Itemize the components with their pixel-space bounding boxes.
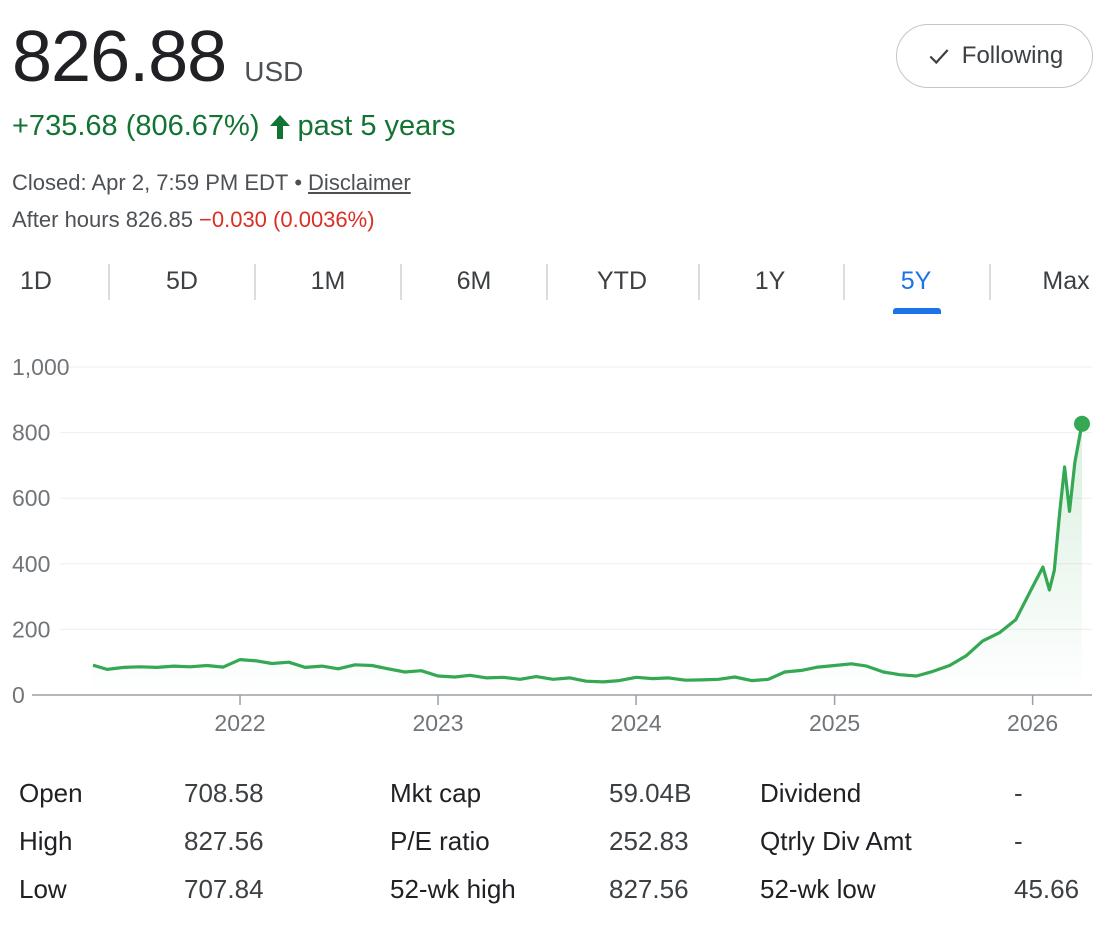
stat-row: Low 707.84 52-wk high 827.56 52-wk low 45.66 bbox=[0, 874, 1114, 914]
stat-value: - bbox=[1014, 778, 1023, 808]
price-chart[interactable]: 0 200 400 600 800 1,000 2022 2023 2024 2025 2026 bbox=[0, 340, 1114, 740]
y-tick-label: 800 bbox=[12, 420, 50, 446]
x-tick-label: 2025 bbox=[809, 710, 860, 736]
y-tick-label: 400 bbox=[12, 551, 50, 577]
check-icon bbox=[929, 49, 949, 65]
stat-value: 827.56 bbox=[184, 826, 264, 856]
closed-text: Closed: Apr 2, 7:59 PM EDT bbox=[12, 170, 289, 195]
stat-row: High 827.56 P/E ratio 252.83 Qtrly Div Amt - bbox=[0, 826, 1114, 866]
x-tick-label: 2023 bbox=[412, 710, 463, 736]
active-tab-indicator bbox=[893, 308, 941, 314]
stat-label: 52-wk low bbox=[760, 874, 876, 904]
series-line bbox=[92, 423, 1084, 684]
tab-5y[interactable]: 5Y bbox=[900, 266, 932, 295]
stat-row: Open 708.58 Mkt cap 59.04B Dividend - bbox=[0, 778, 1114, 818]
stat-label: Mkt cap bbox=[390, 778, 482, 808]
price-change: +735.68 (806.67%) past 5 years bbox=[12, 110, 455, 143]
x-tick-label: 2026 bbox=[1007, 710, 1058, 736]
stat-value: 59.04B bbox=[609, 778, 692, 808]
y-tick-label: 600 bbox=[12, 485, 50, 511]
after-hours: After hours 826.85 −0.030 (0.0036%) bbox=[12, 207, 375, 233]
y-tick-label: 1,000 bbox=[12, 354, 70, 380]
stat-label: Dividend bbox=[760, 778, 862, 808]
tab-1d[interactable]: 1D bbox=[20, 266, 52, 295]
disclaimer-link[interactable]: Disclaimer bbox=[308, 170, 411, 195]
tab-ytd[interactable]: YTD bbox=[597, 266, 647, 295]
stat-label: 52-wk high bbox=[390, 874, 516, 904]
tab-divider bbox=[698, 264, 700, 300]
after-hours-change: −0.030 (0.0036%) bbox=[199, 207, 375, 232]
arrow-up-icon bbox=[269, 114, 290, 139]
tab-divider bbox=[108, 264, 110, 300]
after-hours-price: After hours 826.85 bbox=[12, 207, 194, 232]
following-button[interactable]: Following bbox=[896, 24, 1093, 88]
range-tabs: 1D 5D 1M 6M YTD 1Y 5Y Max bbox=[0, 258, 1114, 314]
stat-value: - bbox=[1014, 826, 1023, 856]
change-period: past 5 years bbox=[297, 110, 456, 142]
last-point-marker bbox=[1074, 415, 1090, 432]
tab-divider bbox=[254, 264, 256, 300]
tab-divider bbox=[546, 264, 548, 300]
x-tick-label: 2024 bbox=[610, 710, 661, 736]
tab-max[interactable]: Max bbox=[1042, 266, 1090, 295]
tab-6m[interactable]: 6M bbox=[456, 266, 492, 295]
y-tick-label: 0 bbox=[12, 682, 25, 708]
tab-1m[interactable]: 1M bbox=[310, 266, 346, 295]
tab-1y[interactable]: 1Y bbox=[754, 266, 786, 295]
stat-value: 707.84 bbox=[184, 874, 264, 904]
x-tick-label: 2022 bbox=[214, 710, 265, 736]
stat-value: 252.83 bbox=[609, 826, 689, 856]
market-status: Closed: Apr 2, 7:59 PM EDT • Disclaimer bbox=[12, 170, 411, 196]
change-value: +735.68 (806.67%) bbox=[12, 110, 260, 142]
y-tick-label: 200 bbox=[12, 616, 50, 642]
stat-value: 708.58 bbox=[184, 778, 264, 808]
stat-label: High bbox=[19, 826, 73, 856]
tab-divider bbox=[989, 264, 991, 300]
stat-label: Open bbox=[19, 778, 83, 808]
stat-value: 45.66 bbox=[1014, 874, 1080, 904]
separator: • bbox=[294, 170, 303, 195]
price-header: 826.88 USD bbox=[12, 14, 303, 100]
series-area bbox=[93, 423, 1082, 695]
tab-divider bbox=[843, 264, 845, 300]
tab-divider bbox=[400, 264, 402, 300]
stat-label: Low bbox=[19, 874, 67, 904]
currency-label: USD bbox=[244, 56, 304, 87]
current-price: 826.88 bbox=[12, 17, 227, 97]
stat-label: P/E ratio bbox=[390, 826, 490, 856]
stat-value: 827.56 bbox=[609, 874, 689, 904]
tab-5d[interactable]: 5D bbox=[166, 266, 198, 295]
following-label: Following bbox=[961, 42, 1064, 69]
stat-label: Qtrly Div Amt bbox=[760, 826, 912, 856]
